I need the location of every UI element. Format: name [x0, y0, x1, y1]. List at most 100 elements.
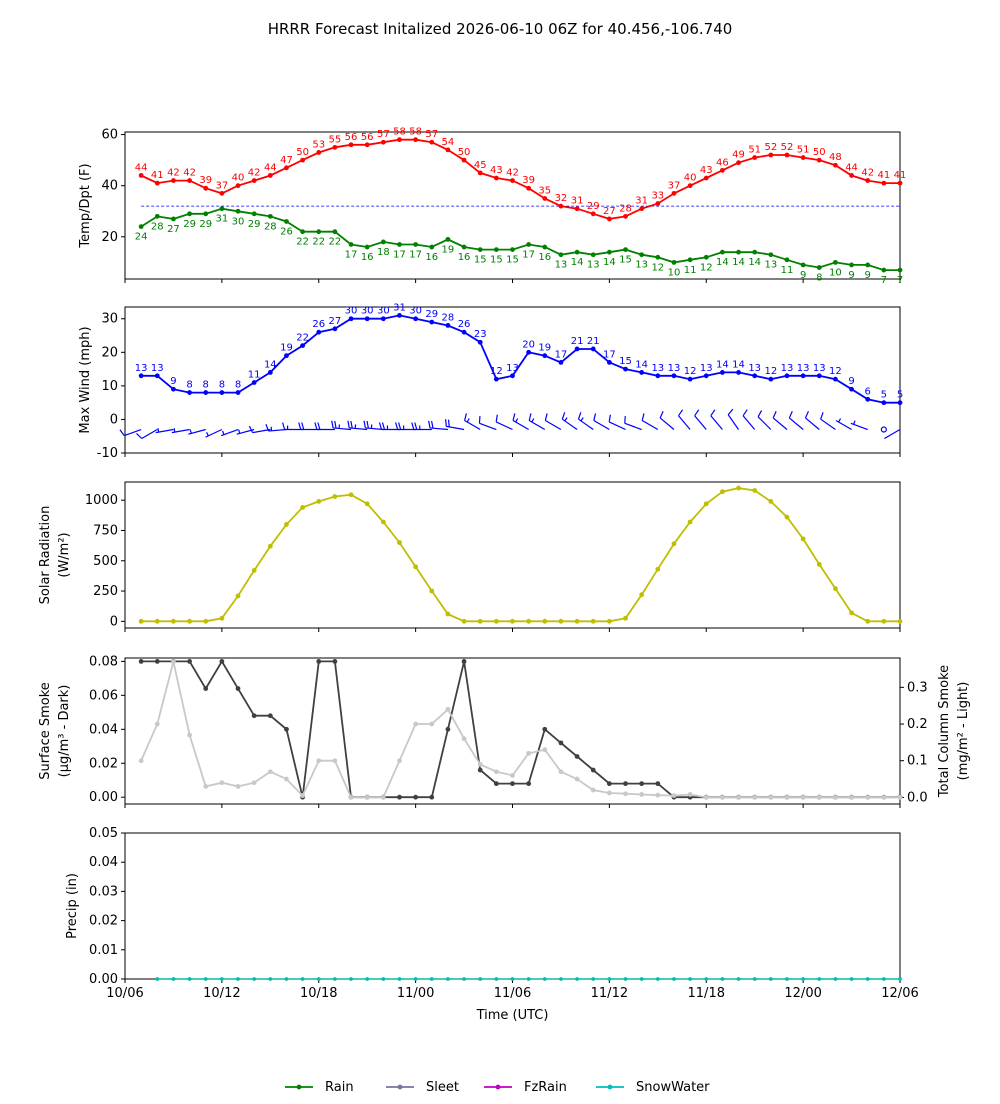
data-point-temp	[381, 140, 386, 145]
wind-barb	[609, 415, 625, 430]
data-point-wind	[236, 390, 241, 395]
wind-barb	[743, 410, 755, 430]
data-point-snowwater	[640, 977, 644, 981]
data-point-snowwater	[188, 977, 192, 981]
data-label-temp: 54	[442, 137, 455, 148]
data-label-dewpoint: 27	[167, 224, 180, 235]
data-point-smoke_dark	[559, 740, 564, 745]
data-point-wind	[203, 390, 208, 395]
data-point-snowwater	[672, 977, 676, 981]
data-point-smoke_light	[397, 758, 402, 763]
data-point-temp	[607, 217, 612, 222]
data-point-smoke_light	[236, 784, 241, 789]
data-label-dewpoint: 17	[522, 249, 535, 260]
data-label-wind: 31	[393, 302, 406, 313]
wind-barb	[562, 412, 577, 429]
wind-barb	[836, 419, 852, 430]
data-point-temp	[688, 183, 693, 188]
data-point-temp	[542, 196, 547, 201]
data-label-wind: 12	[829, 366, 842, 377]
wind-barb	[545, 413, 561, 429]
data-point-dewpoint	[849, 263, 854, 268]
data-label-temp: 56	[345, 132, 358, 143]
data-point-wind	[349, 316, 354, 321]
data-label-temp: 42	[183, 168, 196, 179]
data-point-dewpoint	[785, 257, 790, 262]
data-point-wind	[785, 373, 790, 378]
data-label-temp: 41	[151, 170, 164, 181]
data-label-wind: 13	[151, 363, 164, 374]
data-label-wind: 13	[813, 363, 826, 374]
data-label-dewpoint: 17	[345, 249, 358, 260]
y-tick-label: 0.06	[89, 688, 118, 703]
data-label-wind: 28	[442, 312, 455, 323]
data-point-dewpoint	[768, 252, 773, 257]
data-label-dewpoint: 12	[651, 262, 664, 273]
data-label-wind: 27	[329, 316, 342, 327]
data-point-snowwater	[591, 977, 595, 981]
wind-barb	[711, 410, 723, 430]
data-point-smoke_dark	[462, 659, 467, 664]
data-point-snowwater	[624, 977, 628, 981]
data-point-solar	[381, 520, 386, 525]
data-point-smoke_light	[187, 733, 192, 738]
data-point-dewpoint	[559, 252, 564, 257]
data-point-solar	[591, 619, 596, 624]
data-label-temp: 31	[571, 196, 584, 207]
y-tick-label: 0.00	[89, 972, 118, 987]
data-point-wind	[768, 377, 773, 382]
data-point-wind	[139, 373, 144, 378]
y-tick-label: 0.02	[89, 914, 118, 929]
data-point-dewpoint	[591, 252, 596, 257]
data-point-solar	[446, 612, 451, 617]
series-line-smoke_dark	[141, 661, 900, 797]
data-point-temp	[252, 178, 257, 183]
data-point-smoke_dark	[155, 659, 160, 664]
data-label-temp: 44	[264, 162, 277, 173]
data-point-smoke_light	[429, 722, 434, 727]
data-point-snowwater	[204, 977, 208, 981]
data-point-snowwater	[252, 977, 256, 981]
data-label-dewpoint: 14	[748, 257, 761, 268]
data-label-temp: 42	[248, 168, 261, 179]
data-point-snowwater	[769, 977, 773, 981]
data-point-snowwater	[236, 977, 240, 981]
y-axis-label: Surface Smoke	[38, 682, 53, 780]
y-tick-label: 0.08	[89, 654, 118, 669]
legend-label: SnowWater	[636, 1080, 710, 1095]
data-point-smoke_dark	[575, 754, 580, 759]
x-tick-label: 10/06	[106, 986, 143, 1001]
wind-barb	[136, 430, 157, 439]
data-point-wind	[494, 377, 499, 382]
data-point-temp	[494, 176, 499, 181]
data-point-temp	[171, 178, 176, 183]
data-label-dewpoint: 11	[684, 265, 697, 276]
data-label-wind: 6	[865, 386, 871, 397]
data-point-smoke_light	[898, 795, 903, 800]
data-label-dewpoint: 14	[716, 257, 729, 268]
data-point-temp	[655, 201, 660, 206]
data-point-smoke_light	[155, 722, 160, 727]
data-label-wind: 8	[235, 380, 241, 391]
data-label-wind: 12	[684, 366, 697, 377]
data-point-dewpoint	[332, 229, 337, 234]
data-label-wind: 9	[848, 376, 854, 387]
data-point-snowwater	[349, 977, 353, 981]
data-point-solar	[833, 586, 838, 591]
data-point-temp	[865, 178, 870, 183]
data-point-snowwater	[155, 977, 159, 981]
data-point-dewpoint	[236, 209, 241, 214]
series-line-smoke_light	[141, 662, 900, 798]
data-point-solar	[785, 515, 790, 520]
data-label-temp: 35	[538, 185, 551, 196]
data-point-solar	[236, 593, 241, 598]
data-point-snowwater	[430, 977, 434, 981]
y-axis-label: Solar Radiation	[38, 506, 53, 605]
data-label-temp: 27	[603, 206, 616, 217]
data-point-dewpoint	[429, 245, 434, 250]
y-tick-label: 0.05	[89, 826, 118, 841]
data-label-temp: 42	[167, 168, 180, 179]
data-label-temp: 43	[490, 165, 503, 176]
legend-label: Rain	[325, 1080, 354, 1095]
data-point-dewpoint	[300, 229, 305, 234]
